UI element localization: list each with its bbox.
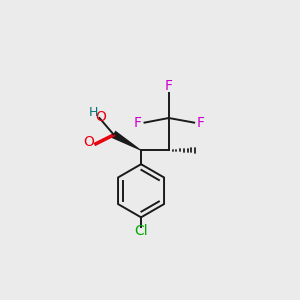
Text: H: H [89,106,98,119]
Polygon shape [111,130,141,151]
Text: O: O [95,110,106,124]
Text: F: F [134,116,142,130]
Text: O: O [83,136,94,149]
Text: Cl: Cl [134,224,148,238]
Text: F: F [196,116,205,130]
Text: F: F [165,79,173,93]
